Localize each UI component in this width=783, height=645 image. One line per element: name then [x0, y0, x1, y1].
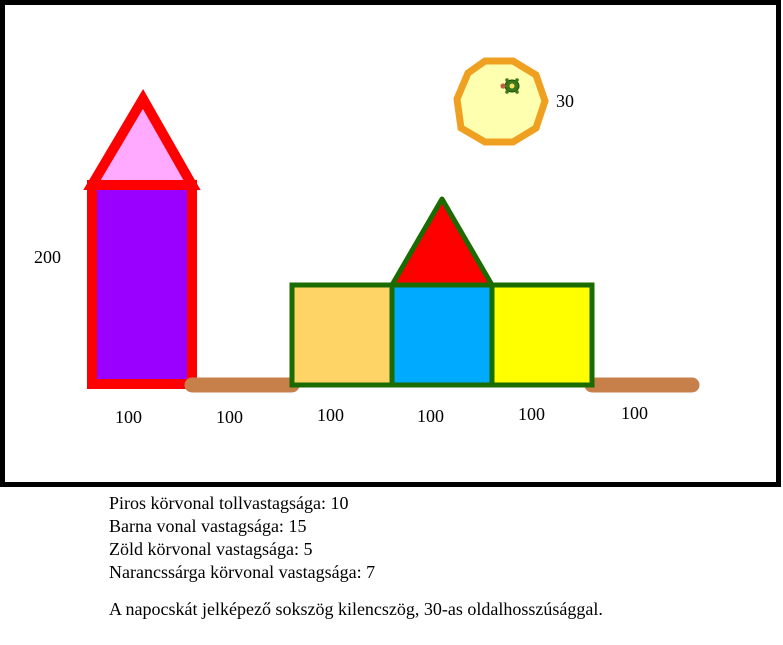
- sun-nonagon: [453, 57, 549, 146]
- note-brown-line: Barna vonal vastagsága: 15: [109, 516, 307, 536]
- note-green-outline: Zöld körvonal vastagsága: 5: [109, 539, 313, 559]
- square-blue: [389, 282, 495, 388]
- note-sun-description: A napocskát jelképező sokszög kilencszög…: [109, 599, 603, 619]
- label-height-200: 200: [34, 247, 61, 267]
- label-base-4: 100: [417, 406, 444, 426]
- label-base-6: 100: [621, 403, 648, 423]
- label-base-2: 100: [216, 407, 243, 427]
- label-base-3: 100: [317, 405, 344, 425]
- note-red-outline: Piros körvonal tollvastagsága: 10: [109, 493, 349, 513]
- tower-body-rectangle: [87, 180, 197, 389]
- notes-text-block: Piros körvonal tollvastagsága: 10 Barna …: [109, 492, 603, 621]
- square-yellow: [489, 282, 595, 388]
- label-sun-side-30: 30: [556, 91, 574, 111]
- turtle-icon: [500, 78, 520, 94]
- square-light-orange: [289, 282, 395, 388]
- label-base-5: 100: [518, 404, 545, 424]
- label-base-1: 100: [115, 407, 142, 427]
- drawing-canvas: 200 30 100 100 100 100 100 100: [0, 0, 781, 487]
- note-orange-outline: Narancssárga körvonal vastagsága: 7: [109, 562, 376, 582]
- roof-triangle-red: [389, 196, 495, 288]
